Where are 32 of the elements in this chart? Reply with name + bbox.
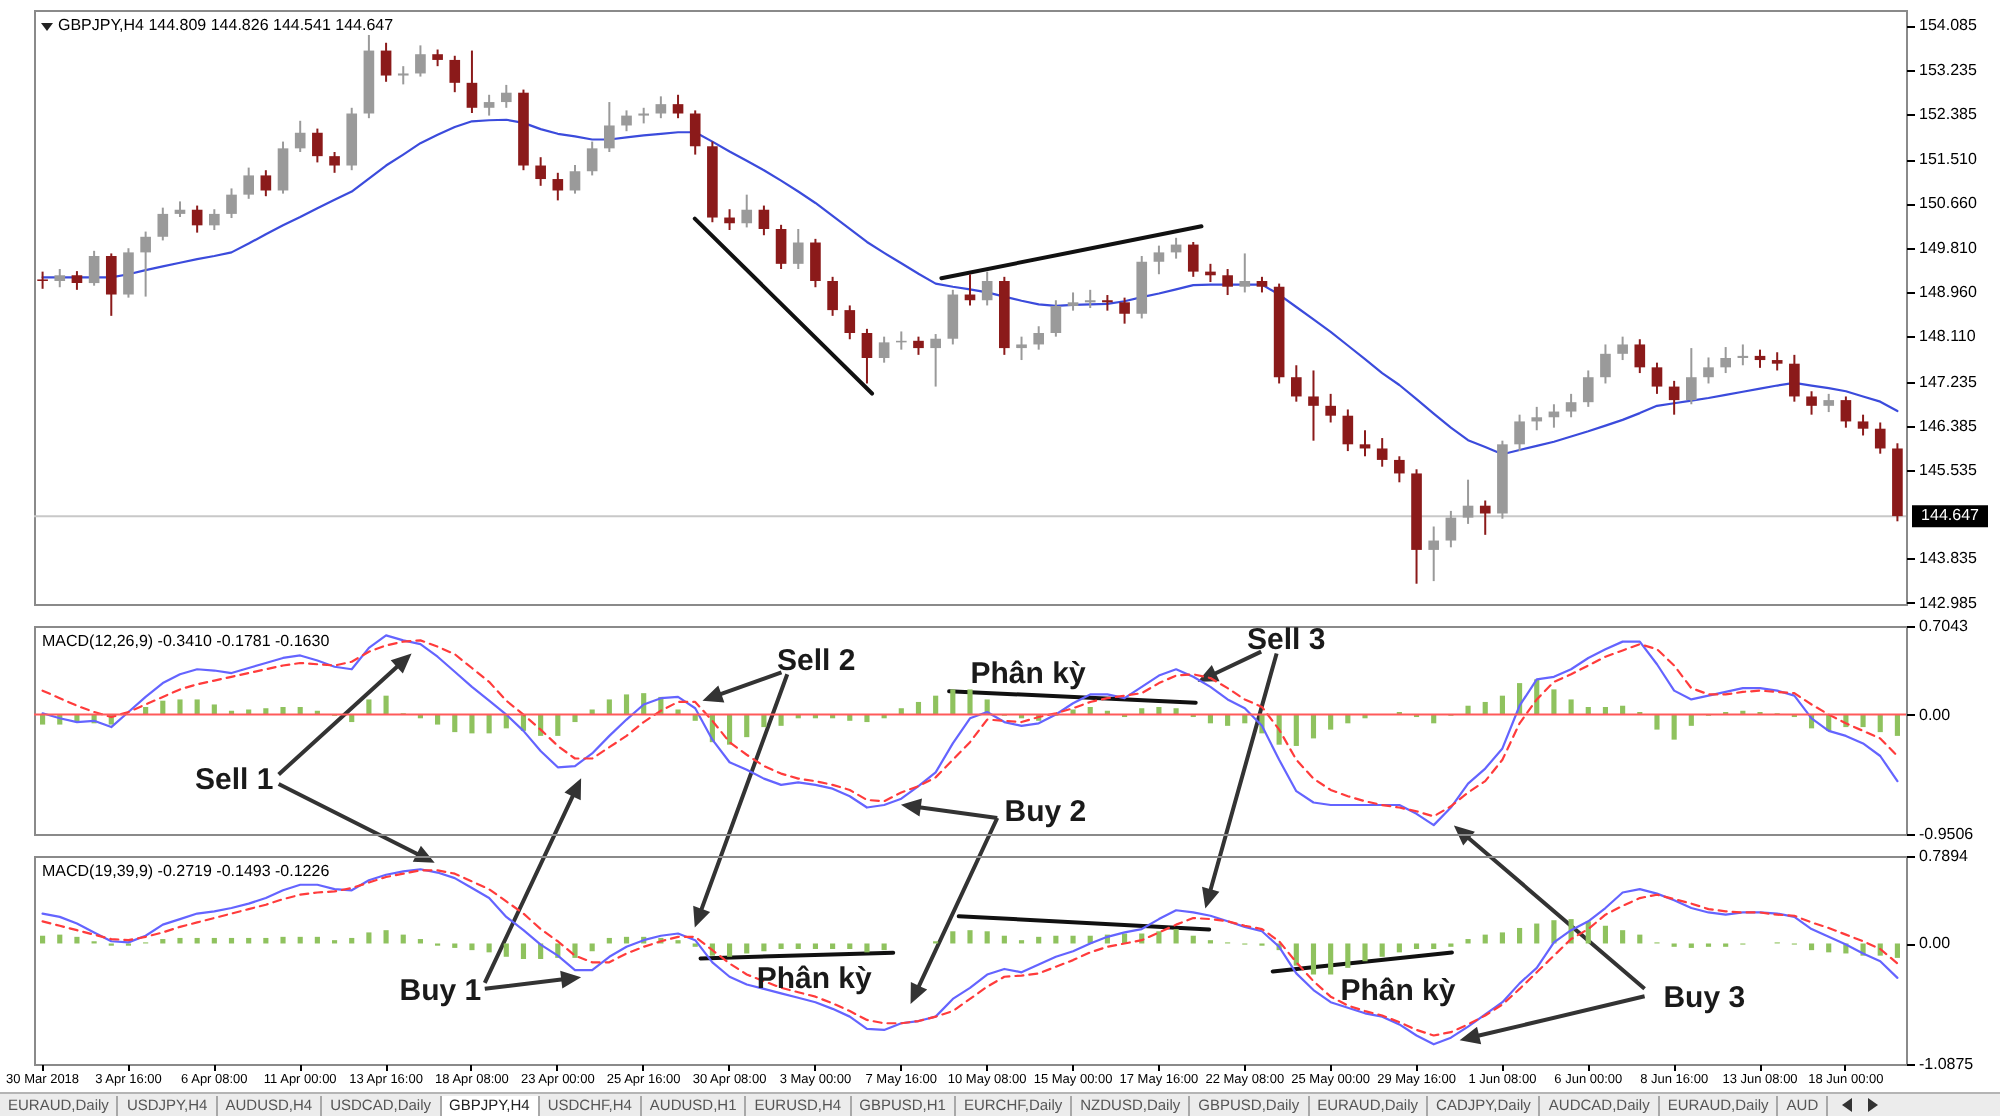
y-tick-label: 0.7043 bbox=[1919, 617, 1970, 635]
y-tick-label: 148.960 bbox=[1919, 282, 1978, 301]
y-tick-label: 153.235 bbox=[1919, 60, 1978, 79]
annotation: Phân kỳ bbox=[970, 657, 1087, 692]
annotation: Buy 2 bbox=[1004, 795, 1087, 830]
y-tick-label: -0.9506 bbox=[1919, 825, 1975, 843]
y-tick-label: 147.235 bbox=[1919, 372, 1978, 391]
annotation: Phân kỳ bbox=[1340, 973, 1457, 1008]
ref-line-label: 144.647 bbox=[1921, 506, 1981, 525]
y-tick-label: 152.385 bbox=[1919, 104, 1978, 123]
annotation: Sell 2 bbox=[776, 644, 856, 679]
y-tick-label: 145.535 bbox=[1919, 461, 1978, 480]
chart-title: MACD(19,39,9) -0.2719 -0.1493 -0.1226 bbox=[42, 862, 331, 880]
y-tick-label: 148.110 bbox=[1919, 327, 1977, 346]
annotation: Phân kỳ bbox=[756, 962, 874, 997]
chart-title: MACD(12,26,9) -0.3410 -0.1781 -0.1630 bbox=[42, 632, 331, 650]
y-tick-label: 151.510 bbox=[1919, 150, 1978, 169]
y-tick-label: 0.00 bbox=[1919, 934, 1952, 953]
y-tick-label: 143.835 bbox=[1919, 549, 1978, 568]
annotation: Buy 3 bbox=[1663, 981, 1746, 1016]
y-tick-label: 0.7894 bbox=[1919, 847, 1970, 865]
annotation: Buy 1 bbox=[399, 973, 482, 1008]
annotation: Sell 1 bbox=[195, 763, 274, 798]
y-tick-label: 149.810 bbox=[1919, 238, 1978, 257]
y-tick-label: -1.0875 bbox=[1919, 1055, 1975, 1073]
y-tick-label: 142.985 bbox=[1919, 593, 1978, 612]
y-tick-label: 150.660 bbox=[1919, 194, 1978, 213]
chart-title: GBPJPY,H4 144.809 144.826 144.541 144.647 bbox=[58, 16, 395, 34]
y-tick-label: 0.00 bbox=[1919, 705, 1952, 724]
y-tick-label: 154.085 bbox=[1919, 16, 1978, 35]
annotation: Sell 3 bbox=[1247, 623, 1326, 658]
y-tick-label: 146.385 bbox=[1919, 416, 1978, 435]
